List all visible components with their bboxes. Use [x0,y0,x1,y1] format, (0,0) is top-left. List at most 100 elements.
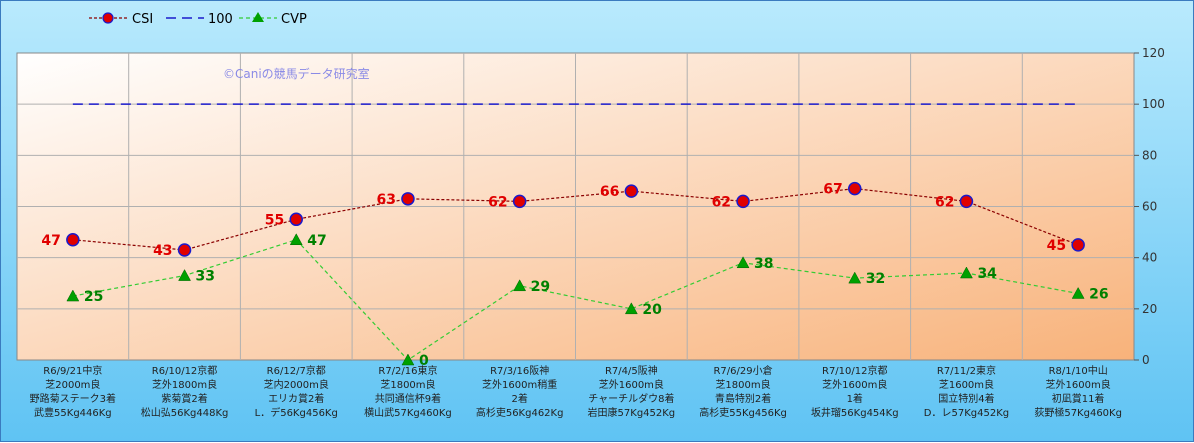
legend-cvp-marker [252,12,264,22]
category-label: 紫菊賞2着 [161,392,207,405]
category-label: R7/10/12京都 [822,364,888,377]
cvp-point [289,233,303,246]
category-label: 芝内2000m良 [264,378,329,391]
csi-data-label: 62 [712,194,731,210]
category-label: 高杉吏55Kg456Kg [699,406,787,419]
category-label: 横山武57Kg460Kg [364,406,452,419]
y-axis: 0 20 40 60 80 100 120 [1134,46,1165,367]
category-label: R6/12/7京都 [267,364,326,377]
category-label: 芝外1600m良 [822,378,887,391]
csi-data-label: 45 [1047,238,1066,254]
cvp-data-label: 32 [866,271,885,287]
csi-data-label: 63 [376,192,395,208]
csi-point [401,192,415,206]
category-label: R7/6/29小倉 [713,364,772,377]
category-label: 2着 [511,392,527,405]
category-label: R7/4/5阪神 [605,364,658,377]
category-label: 芝外1800m良 [152,378,217,391]
csi-point [66,233,80,247]
csi-point [959,194,974,209]
category-label: 青島特別2着 [715,392,771,405]
y-tick-label: 20 [1142,302,1157,316]
csi-point [1071,238,1085,252]
cvp-data-label: 34 [977,266,997,282]
cvp-data-label: 38 [754,256,773,272]
csi-data-label: 47 [41,233,60,249]
csi-point [624,184,639,198]
category-label: 岩田康57Kg452Kg [588,406,676,419]
category-label: R7/3/16阪神 [490,364,549,377]
legend: CSI 100 CVP [89,12,307,27]
series: 25 33 47 0 29 20 38 32 34 26 47 43 55 63 62 66 62 67 62 45 [41,103,1109,369]
csi-data-label: 67 [823,182,842,198]
cvp-data-label: 25 [84,289,103,305]
category-label: 高杉吏56Kg462Kg [476,406,564,419]
category-label: 芝外1600m良 [599,378,664,391]
category-label: R8/1/10中山 [1049,364,1108,377]
cvp-point [66,289,80,302]
csi-point [848,181,862,196]
category-label: 芝2000m良 [45,378,100,391]
cvp-point [1071,286,1085,299]
legend-csi-label: CSI [132,12,153,27]
category-label: 芝1600m良 [939,378,994,391]
cvp-point [960,266,973,279]
cvp-data-label: 47 [307,233,326,249]
category-label: 坂井瑠56Kg454Kg [811,406,899,419]
csi-point [736,194,750,209]
csi-point [289,212,303,227]
y-tick-label: 60 [1142,200,1157,214]
category-label: チャーチルダウ8着 [588,392,674,405]
category-label: 芝外1600m良 [1046,378,1111,391]
category-label: L．デ56Kg456Kg [255,406,338,419]
cvp-point [178,269,191,281]
series-cvp-line [72,239,1079,361]
category-label: 松山弘56Kg448Kg [141,406,229,419]
category-label: D．レ57Kg452Kg [924,408,1009,419]
category-label: 荻野極57Kg460Kg [1034,406,1122,419]
category-label: R6/10/12京都 [152,364,218,377]
y-tick-label: 80 [1142,148,1157,162]
cvp-point [513,279,527,292]
category-label: エリカ賞2着 [268,392,324,405]
csi-data-label: 62 [488,194,507,210]
legend-100-label: 100 [208,12,233,27]
category-label: 芝1800m良 [380,378,435,391]
y-tick-label: 120 [1142,46,1165,60]
category-label: 芝外1600m稍重 [482,378,557,391]
cvp-point [736,256,750,269]
cvp-data-label: 33 [196,269,215,285]
y-tick-label: 40 [1142,251,1157,265]
series-csi-line [72,187,1079,251]
category-label: 武豊55Kg446Kg [34,406,112,419]
category-label: R7/11/2東京 [937,364,996,377]
cvp-data-label: 0 [419,353,429,369]
y-tick-label: 100 [1142,97,1165,111]
cvp-data-label: 29 [531,279,550,295]
cvp-point [401,353,415,366]
cvp-data-label: 20 [642,302,662,318]
y-tick-label: 0 [1142,353,1150,367]
csi-data-label: 62 [935,194,954,210]
category-label: 芝1800m良 [715,378,770,391]
watermark: ©Caniの競馬データ研究室 [223,66,370,81]
cvp-data-label: 26 [1089,286,1108,302]
legend-csi-marker [102,12,114,24]
category-label: R7/2/16東京 [378,364,437,377]
category-label: 国立特別4着 [938,392,994,405]
csi-data-label: 43 [153,243,172,259]
category-label: 初凪賞11着 [1052,392,1105,405]
legend-cvp-label: CVP [281,12,307,27]
csi-data-label: 66 [600,184,619,200]
category-label: 1着 [847,392,863,405]
cvp-point [624,302,638,315]
csi-point [512,194,527,209]
category-label: R6/9/21中京 [43,364,102,377]
csi-data-label: 55 [265,212,284,228]
category-label: 共同通信杯9着 [375,392,441,405]
category-label: 野路菊ステーク3着 [30,392,116,405]
cvp-point [848,271,862,284]
